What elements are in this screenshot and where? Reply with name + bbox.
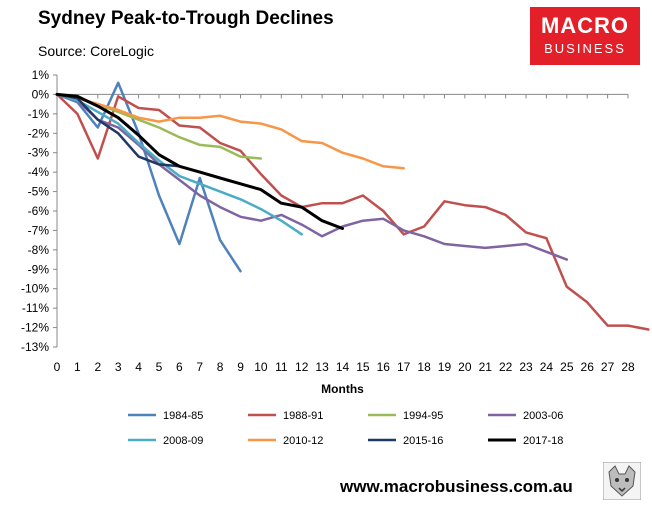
x-tick-label: 28 (621, 360, 635, 374)
series-line-1988-91 (55, 93, 650, 331)
x-tick-label: 27 (601, 360, 615, 374)
legend-label-2015-16: 2015-16 (403, 435, 443, 447)
y-tick-label: -5% (28, 185, 50, 199)
x-tick-label: 22 (499, 360, 513, 374)
y-tick-label: -10% (21, 282, 49, 296)
footer-url[interactable]: www.macrobusiness.com.au (340, 477, 573, 496)
x-tick-label: 8 (217, 360, 224, 374)
series-line-2010-12 (55, 93, 405, 170)
x-tick-label: 24 (540, 360, 554, 374)
x-tick-label: 18 (417, 360, 431, 374)
x-tick-label: 2 (94, 360, 101, 374)
x-tick-label: 4 (135, 360, 142, 374)
y-tick-label: 0% (32, 87, 50, 101)
legend-label-2003-06: 2003-06 (523, 410, 563, 422)
x-tick-label: 17 (397, 360, 411, 374)
y-tick-label: -13% (21, 340, 49, 354)
line-chart: 1% 0% -1% -2% -3% -4% -5% -6% -7% -8% -9% -10% -11% -… (21, 68, 650, 447)
x-tick-label: 9 (237, 360, 244, 374)
legend-label-1994-95: 1994-95 (403, 410, 443, 422)
y-tick-label: -1% (28, 107, 50, 121)
x-tick-label: 25 (560, 360, 574, 374)
y-tick-label: -8% (28, 243, 50, 257)
source-label: Source: CoreLogic (38, 43, 154, 59)
logo-line-1: MACRO (540, 13, 630, 38)
y-tick-label: 1% (32, 68, 50, 82)
series-line-2015-16 (55, 93, 181, 168)
series-line-2008-09 (55, 93, 303, 236)
x-tick-label: 0 (54, 360, 61, 374)
wolf-mascot-icon (603, 462, 641, 500)
x-tick-label: 7 (196, 360, 203, 374)
y-tick-label: -2% (28, 126, 50, 140)
x-tick-label: 12 (295, 360, 309, 374)
x-tick-label: 3 (115, 360, 122, 374)
legend-label-2008-09: 2008-09 (163, 435, 203, 447)
logo-line-2: BUSINESS (544, 41, 626, 56)
x-tick-label: 11 (275, 360, 288, 374)
x-tick-label: 13 (315, 360, 329, 374)
x-tick-label: 10 (254, 360, 268, 374)
y-tick-label: -12% (21, 321, 49, 335)
series-line-1984-85 (55, 81, 242, 273)
legend-label-1988-91: 1988-91 (283, 410, 323, 422)
x-tick-label: 20 (458, 360, 472, 374)
y-tick-label: -4% (28, 165, 50, 179)
legend-label-2017-18: 2017-18 (523, 435, 563, 447)
macrobusiness-logo[interactable]: MACRO BUSINESS (530, 7, 640, 65)
x-tick-label: 14 (336, 360, 350, 374)
x-axis-title: Months (321, 382, 364, 396)
legend-label-2010-12: 2010-12 (283, 435, 323, 447)
series-line-2017-18 (55, 92, 344, 230)
x-tick-label: 6 (176, 360, 183, 374)
x-tick-label: 21 (479, 360, 493, 374)
x-tick-label: 19 (438, 360, 452, 374)
x-tick-label: 16 (377, 360, 391, 374)
x-tick-label: 1 (74, 360, 81, 374)
page-title: Sydney Peak-to-Trough Declines (38, 8, 334, 29)
x-tick-label: 23 (519, 360, 533, 374)
y-tick-label: -7% (28, 223, 50, 237)
y-tick-label: -9% (28, 262, 50, 276)
x-tick-label: 15 (356, 360, 370, 374)
y-tick-label: -3% (28, 146, 50, 160)
legend-label-1984-85: 1984-85 (163, 410, 203, 422)
x-tick-label: 26 (581, 360, 595, 374)
y-tick-label: -6% (28, 204, 50, 218)
x-tick-label: 5 (156, 360, 163, 374)
series-line-1994-95 (55, 93, 263, 160)
y-tick-label: -11% (22, 301, 49, 315)
series-line-2003-06 (55, 93, 569, 261)
